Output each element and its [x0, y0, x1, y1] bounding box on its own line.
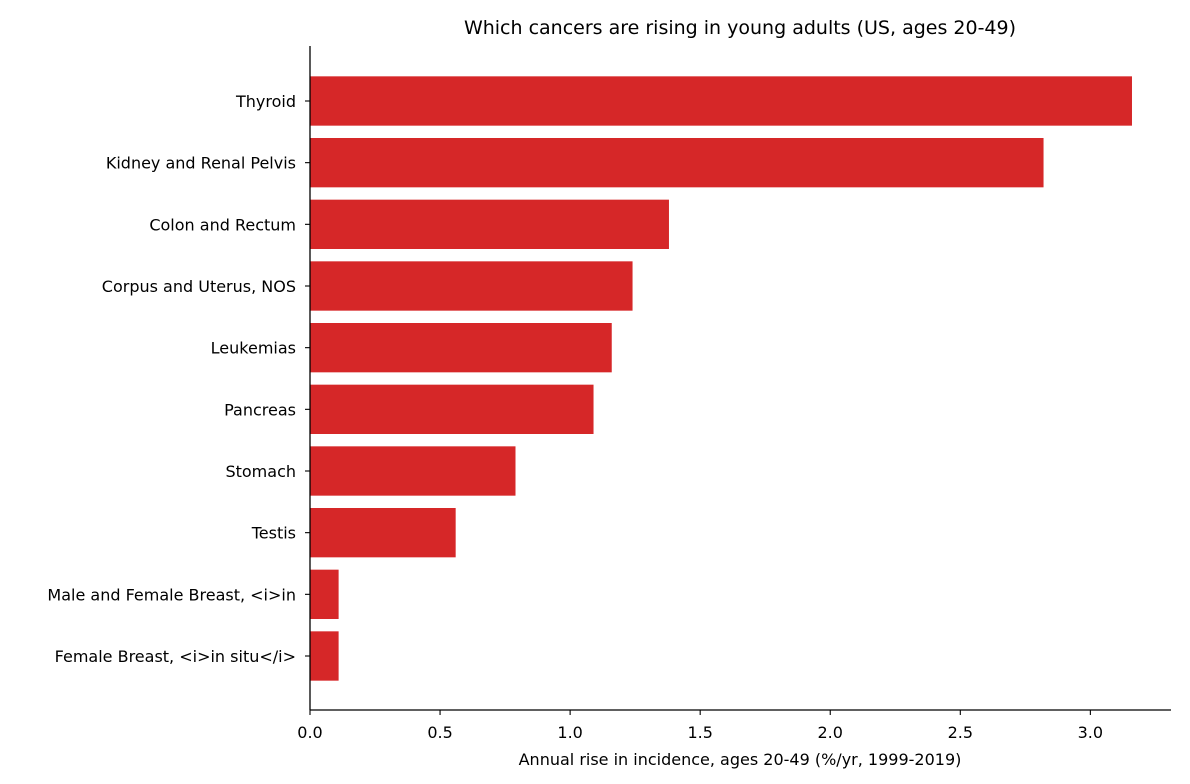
y-tick-label: Thyroid [235, 92, 296, 111]
y-tick-label: Testis [251, 524, 296, 543]
y-tick-label: Female Breast, <i>in situ</i> [55, 647, 296, 666]
x-tick-label: 2.0 [818, 723, 843, 742]
bar [310, 569, 339, 619]
chart-title: Which cancers are rising in young adults… [464, 17, 1016, 39]
x-tick-label: 1.5 [687, 723, 712, 742]
bar [310, 508, 456, 558]
bar [310, 261, 633, 311]
y-tick-label: Male and Female Breast, <i>in [47, 585, 296, 604]
y-tick-label: Pancreas [224, 400, 296, 419]
bar [310, 384, 594, 434]
bar [310, 199, 669, 249]
x-tick-label: 0.5 [427, 723, 452, 742]
bar [310, 446, 516, 496]
y-tick-label: Corpus and Uterus, NOS [102, 277, 296, 296]
x-tick-label: 2.5 [948, 723, 973, 742]
y-tick-label: Kidney and Renal Pelvis [106, 154, 296, 173]
bar [310, 631, 339, 681]
x-tick-label: 3.0 [1078, 723, 1103, 742]
y-tick-label: Leukemias [211, 339, 296, 358]
y-tick-label: Colon and Rectum [149, 215, 296, 234]
y-axis-ticks: Thyroid Kidney and Renal Pelvis Colon and … [47, 92, 310, 666]
y-tick-label: Stomach [225, 462, 296, 481]
bar [310, 76, 1132, 126]
x-tick-label: 0.0 [297, 723, 322, 742]
x-axis-ticks: 0.0 0.5 1.0 1.5 2.0 2.5 3.0 [297, 710, 1103, 742]
x-tick-label: 1.0 [557, 723, 582, 742]
bar [310, 138, 1044, 188]
x-axis-label: Annual rise in incidence, ages 20-49 (%/… [519, 750, 962, 769]
bars-layer [310, 76, 1132, 681]
bar [310, 323, 612, 373]
